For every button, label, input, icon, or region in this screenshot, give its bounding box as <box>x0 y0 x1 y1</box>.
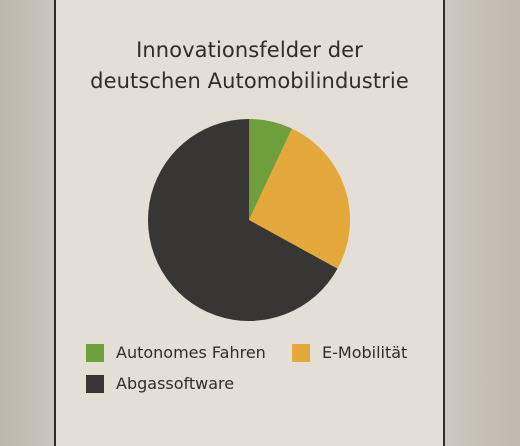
legend-label-abgassoftware: Abgassoftware <box>116 374 235 393</box>
chart-title-line-1: Innovationsfelder der <box>136 38 363 62</box>
legend-swatch-e-mobilitaet <box>292 344 310 362</box>
background-page-right <box>445 0 520 446</box>
slice-autonomes-fahren <box>249 119 292 220</box>
legend-swatch-autonomes-fahren <box>86 344 104 362</box>
legend-label-e-mobilitaet: E-Mobilität <box>322 343 408 362</box>
chart-title-line-2: deutschen Automobilindustrie <box>90 69 409 93</box>
legend-label-autonomes-fahren: Autonomes Fahren <box>116 343 266 362</box>
background-page-left <box>0 0 54 446</box>
slice-abgassoftware <box>148 119 338 321</box>
slice-e-mobilitaet <box>249 128 351 269</box>
legend-swatch-abgassoftware <box>86 375 104 393</box>
